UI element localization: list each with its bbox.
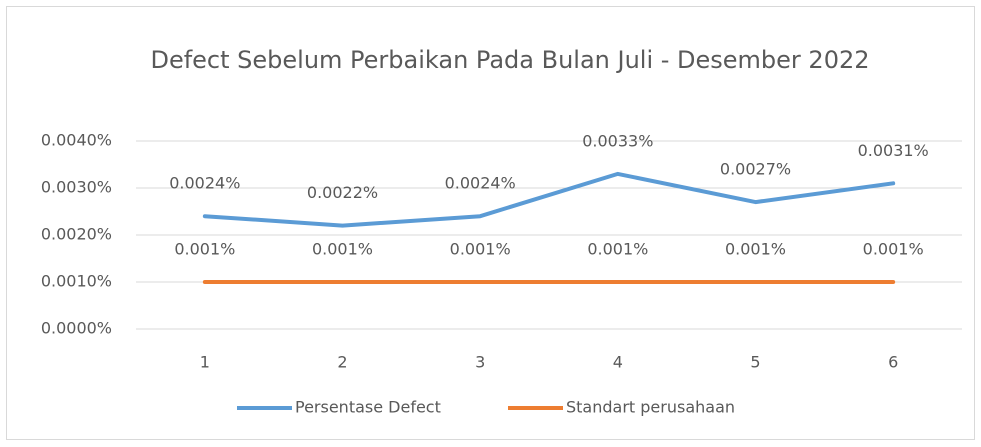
data-label: 0.0031% (858, 141, 929, 160)
data-label: 0.0024% (445, 174, 516, 193)
data-label: 0.001% (725, 240, 786, 259)
data-label: 0.001% (863, 240, 924, 259)
chart-container: 0.0000% 0.0010% 0.0020% 0.0030% 0.0040% 1 2 3 4 5… (0, 0, 981, 447)
y-tick-label: 0.0010% (41, 272, 112, 291)
data-label: 0.0027% (720, 160, 791, 179)
legend-label: Standart perusahaan (566, 398, 735, 417)
data-label: 0.001% (312, 240, 373, 259)
x-tick-label: 4 (613, 353, 623, 372)
data-label: 0.001% (587, 240, 648, 259)
legend-label: Persentase Defect (295, 398, 441, 417)
y-tick-label: 0.0030% (41, 178, 112, 197)
x-tick-label: 3 (475, 353, 485, 372)
y-tick-label: 0.0020% (41, 225, 112, 244)
y-tick-label: 0.0040% (41, 131, 112, 150)
data-label: 0.001% (174, 240, 235, 259)
y-tick-label: 0.0000% (41, 319, 112, 338)
data-label: 0.0033% (582, 131, 653, 150)
data-label: 0.001% (450, 240, 511, 259)
x-tick-label: 5 (750, 353, 760, 372)
chart-title: Defect Sebelum Perbaikan Pada Bulan Juli… (140, 44, 880, 77)
x-tick-label: 2 (337, 353, 347, 372)
x-tick-label: 1 (200, 353, 210, 372)
data-label: 0.0024% (169, 174, 240, 193)
data-label: 0.0022% (307, 183, 378, 202)
x-tick-label: 6 (888, 353, 898, 372)
